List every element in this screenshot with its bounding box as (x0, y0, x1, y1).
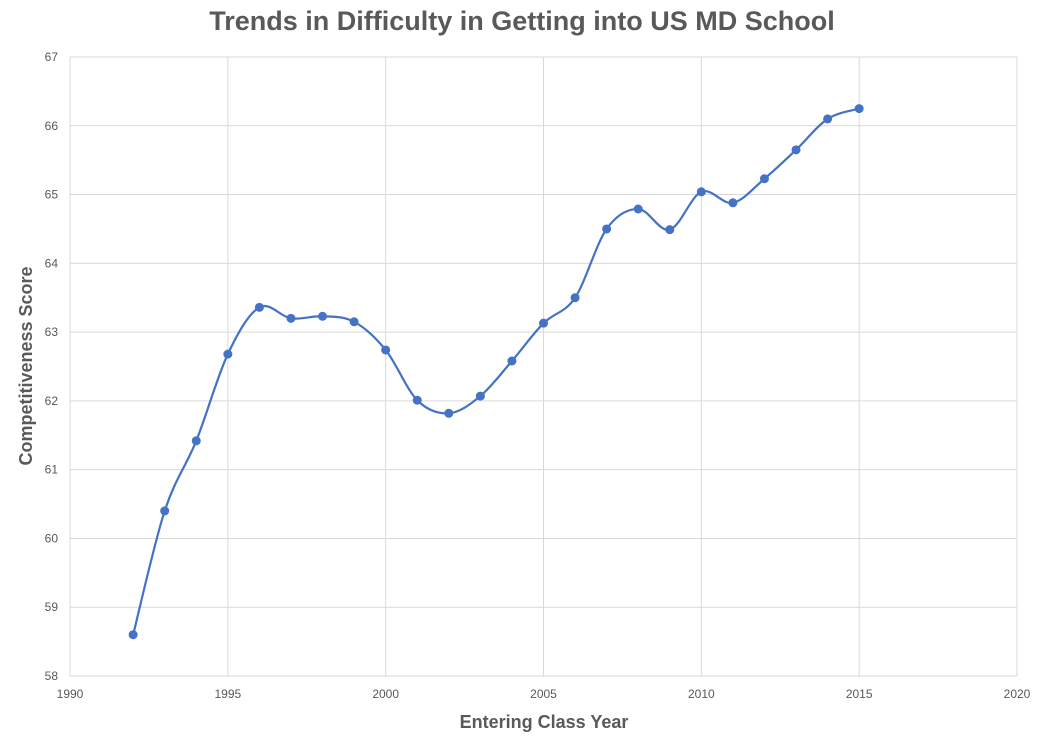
data-point (223, 349, 233, 359)
x-tick-label: 2010 (688, 687, 715, 701)
y-tick-label: 59 (45, 600, 59, 614)
data-point (696, 187, 706, 197)
data-point (633, 204, 643, 214)
data-point (854, 104, 864, 114)
x-axis-title: Entering Class Year (460, 712, 629, 732)
data-point (128, 630, 138, 640)
data-point (728, 198, 738, 208)
data-point (602, 224, 612, 234)
data-point (539, 318, 548, 328)
data-point (759, 174, 769, 184)
data-point (349, 317, 359, 327)
y-axis-ticks: 58 59 60 61 62 63 64 65 66 67 (45, 50, 59, 683)
y-tick-label: 67 (45, 50, 59, 64)
data-point (381, 345, 391, 355)
data-point (191, 436, 201, 446)
y-tick-label: 65 (45, 188, 59, 202)
data-point (318, 311, 328, 321)
data-point (444, 408, 454, 418)
y-tick-label: 61 (45, 463, 59, 477)
x-tick-label: 2005 (530, 687, 557, 701)
y-tick-label: 66 (45, 119, 59, 133)
x-tick-label: 1990 (57, 687, 84, 701)
y-tick-label: 62 (45, 394, 59, 408)
data-point (507, 356, 517, 366)
x-tick-label: 2000 (372, 687, 399, 701)
data-point (823, 114, 833, 124)
data-point (570, 293, 580, 303)
data-point (791, 145, 801, 155)
data-point (475, 391, 485, 401)
x-tick-label: 2015 (846, 687, 873, 701)
y-tick-label: 64 (45, 256, 59, 270)
y-axis-title: Competitiveness Score (16, 266, 36, 465)
x-axis-ticks: 1990 1995 2000 2005 2010 2015 2020 (57, 687, 1031, 701)
data-point (254, 302, 264, 312)
series-line (132, 107, 860, 636)
y-tick-label: 60 (45, 531, 59, 545)
x-tick-label: 1995 (214, 687, 241, 701)
data-point (160, 506, 170, 516)
data-markers (128, 104, 864, 640)
y-tick-label: 58 (45, 669, 59, 683)
gridlines (69, 56, 1018, 677)
chart-title: Trends in Difficulty in Getting into US … (209, 6, 835, 36)
data-point (665, 225, 675, 235)
y-tick-label: 63 (45, 325, 59, 339)
x-tick-label: 2020 (1004, 687, 1031, 701)
data-point (286, 313, 296, 323)
data-point (412, 395, 422, 405)
